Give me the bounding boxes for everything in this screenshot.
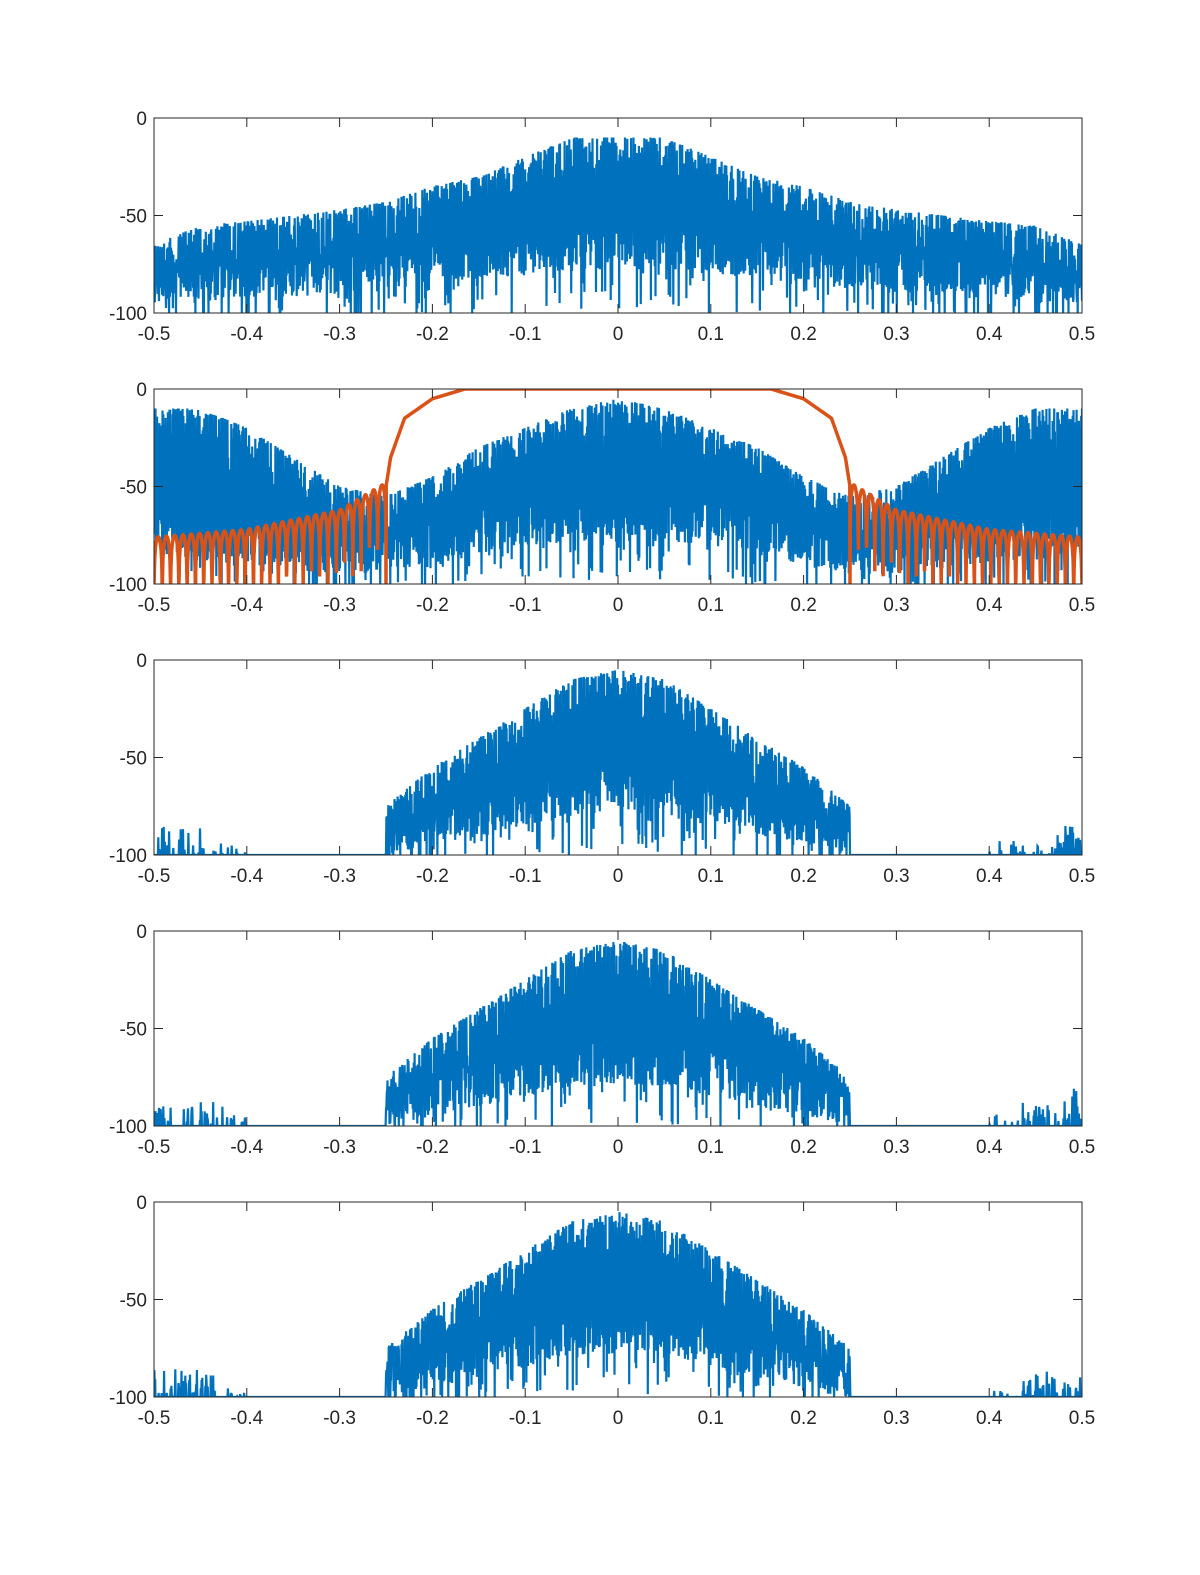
x-tick-label: -0.1: [509, 324, 542, 345]
x-tick-label: 0.3: [883, 1408, 909, 1429]
x-tick-label: 0.2: [790, 324, 816, 345]
x-tick-label: -0.3: [323, 324, 356, 345]
y-tick-label: -100: [109, 575, 147, 596]
x-tick-label: 0.1: [698, 1137, 724, 1158]
spectrum-line: [154, 1212, 1082, 1397]
x-tick-label: 0.1: [698, 866, 724, 887]
x-tick-label: -0.1: [509, 1137, 542, 1158]
x-tick-label: -0.1: [509, 866, 542, 887]
x-tick-label: 0.5: [1069, 595, 1095, 616]
spectrum-line: [154, 399, 1082, 584]
x-tick-label: 0.2: [790, 1408, 816, 1429]
x-tick-label: -0.4: [230, 1137, 263, 1158]
x-tick-label: 0.5: [1069, 866, 1095, 887]
x-tick-label: 0.3: [883, 595, 909, 616]
spectrum-line: [154, 941, 1082, 1126]
y-tick-label: -50: [120, 478, 147, 499]
subplot-1: -0.5 -0.4 -0.3 -0.2 -0.1 0 0.1 0.2 0.3 0.4 0.5 0 -50…: [109, 109, 1095, 345]
x-tick-label: -0.2: [416, 1137, 449, 1158]
y-tick-label: 0: [136, 651, 147, 672]
subplot-3: -0.5 -0.4 -0.3 -0.2 -0.1 0 0.1 0.2 0.3 0.4 0.5 0 -50…: [109, 651, 1095, 887]
x-tick-label: -0.4: [230, 595, 263, 616]
x-tick-label: -0.2: [416, 866, 449, 887]
x-tick-label: 0.5: [1069, 1408, 1095, 1429]
x-tick-label: 0.3: [883, 324, 909, 345]
x-tick-label: 0.5: [1069, 324, 1095, 345]
subplot-5: -0.5 -0.4 -0.3 -0.2 -0.1 0 0.1 0.2 0.3 0.4 0.5 0 -50…: [109, 1193, 1095, 1429]
x-tick-label: 0.4: [976, 866, 1003, 887]
x-tick-label: -0.5: [138, 866, 171, 887]
x-tick-label: -0.4: [230, 324, 263, 345]
y-tick-label: -100: [109, 846, 147, 867]
y-tick-label: -50: [120, 1020, 147, 1041]
x-tick-label: 0: [613, 866, 624, 887]
x-tick-label: 0.2: [790, 866, 816, 887]
x-tick-label: -0.2: [416, 1408, 449, 1429]
x-tick-label: 0: [613, 1408, 624, 1429]
x-tick-label: -0.3: [323, 1408, 356, 1429]
y-tick-label: 0: [136, 109, 147, 130]
spectrum-line: [154, 670, 1082, 855]
x-tick-label: 0.4: [976, 1408, 1003, 1429]
filter-response-line: [154, 389, 1082, 584]
x-tick-label: 0.5: [1069, 1137, 1095, 1158]
x-tick-label: 0.4: [976, 324, 1003, 345]
x-tick-label: 0.4: [976, 1137, 1003, 1158]
x-tick-label: -0.3: [323, 866, 356, 887]
x-tick-label: 0.3: [883, 1137, 909, 1158]
subplot-2: -0.5 -0.4 -0.3 -0.2 -0.1 0 0.1 0.2 0.3 0.4 0.5 0 -50…: [109, 380, 1095, 616]
x-tick-label: -0.5: [138, 324, 171, 345]
x-tick-label: -0.1: [509, 1408, 542, 1429]
subplot-4: -0.5 -0.4 -0.3 -0.2 -0.1 0 0.1 0.2 0.3 0.4 0.5 0 -50…: [109, 922, 1095, 1158]
x-tick-label: -0.3: [323, 595, 356, 616]
x-tick-label: 0: [613, 595, 624, 616]
x-tick-label: -0.1: [509, 595, 542, 616]
x-tick-label: -0.4: [230, 866, 263, 887]
x-tick-label: -0.2: [416, 324, 449, 345]
x-tick-label: 0.1: [698, 1408, 724, 1429]
x-tick-label: -0.5: [138, 595, 171, 616]
x-tick-label: 0.1: [698, 324, 724, 345]
x-tick-label: -0.2: [416, 595, 449, 616]
y-tick-label: -50: [120, 207, 147, 228]
y-tick-label: 0: [136, 1193, 147, 1214]
y-tick-label: -100: [109, 304, 147, 325]
x-tick-label: 0.2: [790, 1137, 816, 1158]
x-tick-label: 0: [613, 324, 624, 345]
x-tick-label: 0.1: [698, 595, 724, 616]
x-tick-label: -0.5: [138, 1137, 171, 1158]
x-tick-label: 0.2: [790, 595, 816, 616]
y-tick-label: 0: [136, 922, 147, 943]
y-tick-label: -100: [109, 1117, 147, 1138]
x-tick-label: -0.5: [138, 1408, 171, 1429]
y-tick-label: -50: [120, 1291, 147, 1312]
x-tick-label: 0.4: [976, 595, 1003, 616]
y-tick-label: -100: [109, 1388, 147, 1409]
y-tick-label: -50: [120, 749, 147, 770]
spectrum-line: [154, 137, 1082, 313]
y-tick-label: 0: [136, 380, 147, 401]
x-tick-label: 0: [613, 1137, 624, 1158]
x-tick-label: -0.4: [230, 1408, 263, 1429]
x-tick-label: -0.3: [323, 1137, 356, 1158]
x-tick-label: 0.3: [883, 866, 909, 887]
